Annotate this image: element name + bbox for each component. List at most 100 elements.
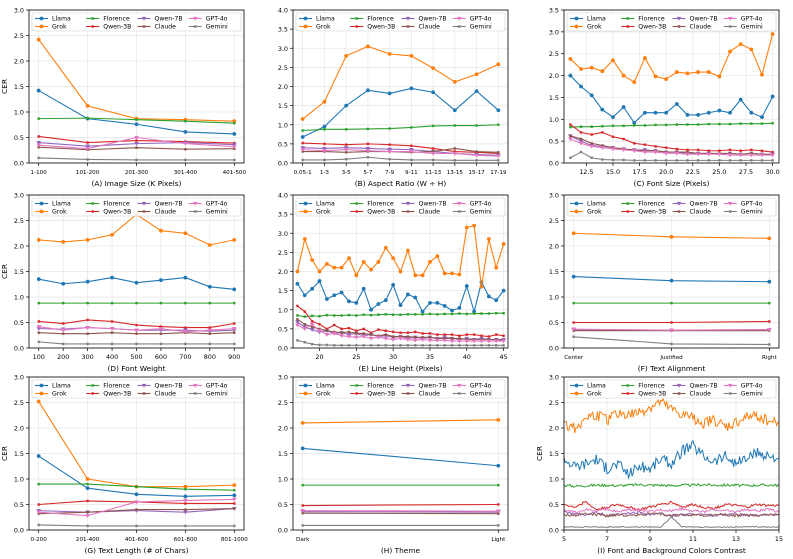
data-point: [428, 312, 432, 316]
data-point: [233, 122, 236, 125]
data-point: [435, 254, 440, 259]
y-tick-label: 1.5: [278, 102, 288, 110]
data-point: [569, 123, 572, 126]
data-point: [696, 113, 701, 117]
legend-marker: [729, 25, 732, 28]
data-point: [633, 124, 636, 127]
data-point: [611, 158, 615, 162]
data-point: [654, 145, 657, 148]
legend-marker: [192, 383, 198, 388]
series-line: [302, 156, 499, 161]
data-point: [36, 327, 42, 331]
data-point: [633, 142, 636, 145]
y-tick-label: 0.5: [278, 325, 288, 333]
data-point: [674, 70, 679, 74]
data-point: [233, 502, 236, 505]
series-florence: [301, 483, 500, 487]
legend-marker: [39, 24, 44, 29]
data-point: [458, 334, 461, 337]
data-point: [322, 149, 327, 154]
y-tick-label: 0.5: [278, 140, 288, 148]
data-point: [183, 275, 188, 280]
data-point: [750, 152, 753, 155]
data-point: [110, 275, 114, 280]
legend-marker: [574, 16, 579, 21]
legend: Llama Florence Qwen-7B GPT-4o Grok Qwen-3B Cla…: [31, 12, 242, 32]
legend-label: GPT-4o: [206, 16, 228, 23]
data-point: [457, 272, 462, 277]
series-line: [569, 75, 774, 124]
data-point: [760, 72, 764, 77]
data-point: [464, 225, 469, 230]
y-tick-label: 0.5: [549, 138, 559, 146]
data-point: [497, 524, 500, 527]
data-point: [453, 124, 457, 127]
data-point: [449, 339, 455, 344]
legend-marker: [574, 209, 579, 214]
x-tick-label: 900: [228, 353, 240, 361]
data-point: [233, 322, 236, 325]
series-qwen-3b: [563, 500, 780, 512]
x-tick-label: 7-9: [385, 170, 395, 176]
series-gpt-4o: [571, 327, 772, 333]
x-tick-label: 25.0: [712, 168, 726, 176]
data-point: [233, 489, 236, 492]
data-point: [707, 122, 710, 126]
data-point: [369, 267, 373, 272]
legend-marker: [676, 383, 682, 388]
data-point: [738, 97, 743, 102]
data-point: [86, 482, 89, 486]
legend-marker: [303, 201, 308, 206]
y-tick-label: 4.0: [278, 192, 288, 200]
data-point: [399, 313, 402, 316]
data-point: [384, 344, 387, 347]
data-point: [669, 234, 674, 239]
legend-label: Llama: [316, 383, 335, 390]
data-point: [496, 62, 501, 67]
legend-marker: [194, 25, 197, 28]
x-tick-label: 30: [389, 353, 397, 361]
series-qwen-3b: [569, 123, 774, 154]
data-point: [600, 146, 605, 150]
data-point: [347, 344, 351, 347]
data-point: [450, 333, 454, 336]
data-point: [399, 331, 402, 334]
series-line: [302, 45, 499, 120]
data-point: [324, 261, 329, 266]
series-claude: [37, 331, 236, 335]
data-point: [494, 265, 499, 270]
series-gemini: [572, 335, 771, 346]
series-llama: [36, 88, 237, 136]
x-tick-label: 9-11: [405, 170, 418, 176]
y-tick-label: 1.0: [278, 121, 288, 129]
data-point: [183, 231, 188, 236]
data-point: [495, 333, 498, 336]
data-point: [384, 329, 387, 332]
data-point: [569, 156, 572, 159]
y-tick-label: 1.5: [278, 450, 288, 458]
data-point: [232, 145, 237, 149]
legend-label: Llama: [587, 383, 606, 390]
data-point: [296, 304, 299, 308]
data-point: [318, 315, 321, 318]
data-point: [497, 483, 500, 487]
legend-marker: [194, 210, 197, 213]
data-point: [410, 126, 413, 129]
y-tick-label: 1.5: [549, 268, 559, 276]
data-point: [369, 331, 373, 334]
data-point: [61, 281, 66, 286]
x-tick-label: 100: [33, 353, 45, 361]
data-point: [340, 314, 343, 317]
data-point: [377, 328, 380, 331]
y-tick-label: 0.5: [549, 501, 559, 509]
data-point: [391, 282, 396, 287]
data-point: [296, 318, 299, 321]
data-point: [85, 477, 90, 481]
data-point: [621, 105, 626, 109]
x-tick-label: 11-13: [425, 170, 442, 176]
legend-label: Qwen-7B: [690, 16, 718, 23]
series-llama: [568, 73, 775, 125]
data-point: [450, 271, 454, 276]
data-point: [184, 488, 187, 491]
legend-label: Qwen-7B: [419, 383, 447, 390]
